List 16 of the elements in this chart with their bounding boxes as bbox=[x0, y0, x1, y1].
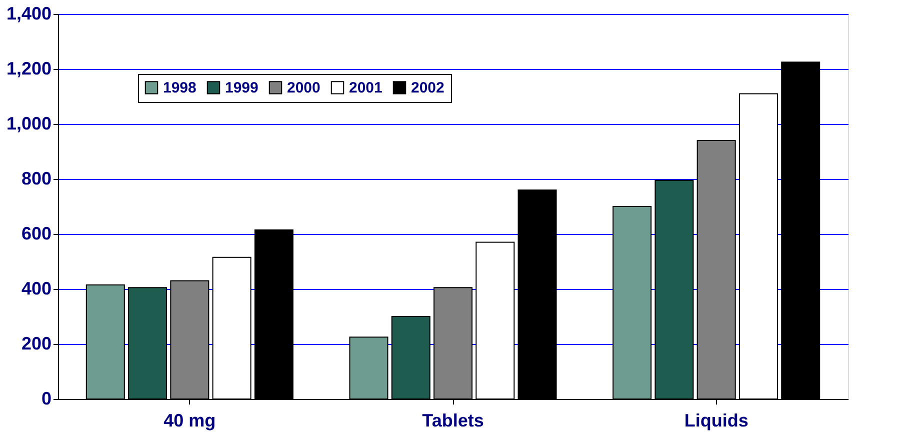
legend-label: 2000 bbox=[287, 80, 320, 97]
y-tick-label: 600 bbox=[21, 224, 52, 244]
y-tick-label: 400 bbox=[21, 278, 52, 298]
y-tick-label: 1,000 bbox=[6, 114, 52, 134]
legend-label: 2001 bbox=[349, 80, 382, 97]
x-tick-label: Tablets bbox=[422, 410, 484, 430]
y-tick-label: 0 bbox=[41, 388, 52, 408]
legend-label: 1998 bbox=[163, 80, 196, 97]
y-tick-label: 1,200 bbox=[6, 58, 52, 78]
y-tick-label: 800 bbox=[21, 168, 52, 188]
x-tick-label: Liquids bbox=[684, 410, 748, 430]
x-tick-label: 40 mg bbox=[164, 410, 216, 430]
y-tick-label: 1,400 bbox=[6, 4, 52, 24]
legend-label: 2002 bbox=[411, 80, 444, 97]
y-tick-label: 200 bbox=[21, 334, 52, 354]
legend-label: 1999 bbox=[225, 80, 258, 97]
